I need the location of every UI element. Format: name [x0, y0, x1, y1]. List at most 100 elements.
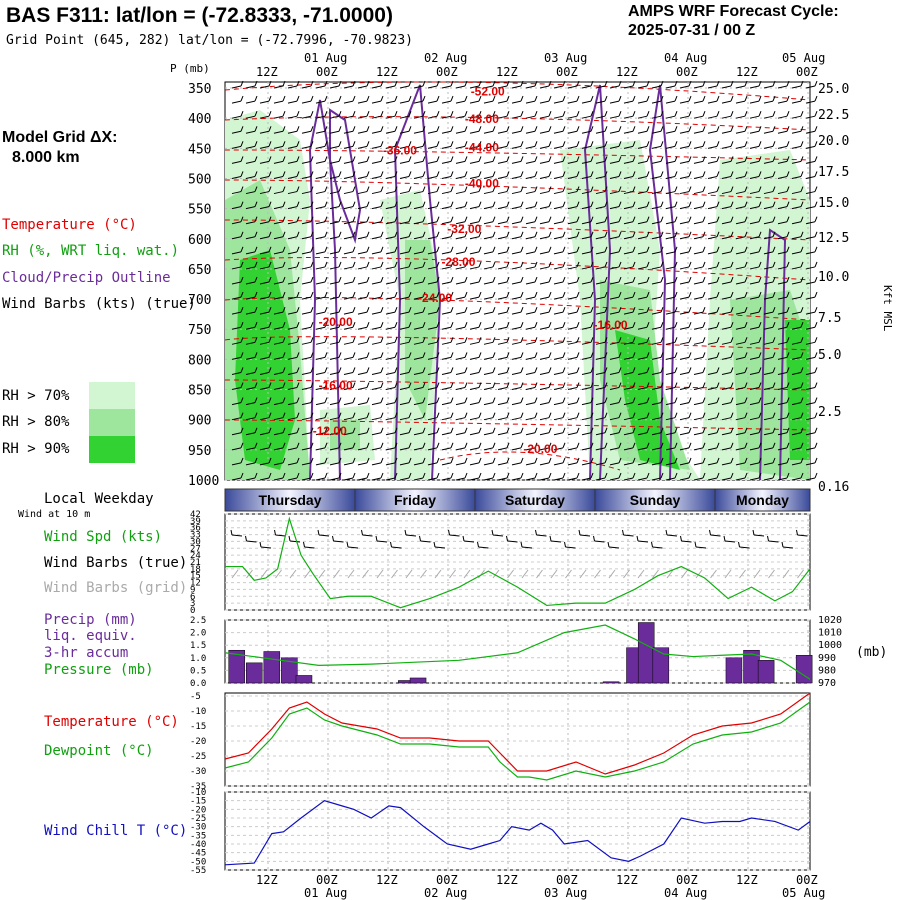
surface-barb-15 — [448, 529, 460, 537]
wind-barb-37 — [749, 80, 762, 89]
wind-barb-763 — [329, 352, 342, 360]
wind-barb-268 — [455, 171, 468, 179]
surface-barb-8 — [346, 541, 359, 549]
weekday-1: Friday — [394, 492, 436, 508]
grid-barb-28 — [637, 569, 645, 579]
wind-barb-198 — [651, 141, 664, 149]
wind-barb-667 — [749, 306, 762, 315]
wind-barb-303 — [357, 186, 370, 195]
wind-barb-566 — [511, 276, 524, 285]
wind-barb-530 — [595, 261, 608, 270]
wind-barb-376 — [791, 201, 804, 210]
wind-barb-1056 — [315, 457, 328, 466]
wind-barb-261 — [357, 171, 370, 179]
wind-barb-892 — [371, 397, 384, 406]
wind-barb-418 — [791, 216, 804, 225]
wind-barb-42 — [231, 95, 244, 104]
wind-barb-282 — [651, 171, 664, 179]
wind-barb-327 — [693, 186, 706, 195]
wind-barb-238 — [623, 156, 636, 164]
wind-barb-184 — [455, 141, 468, 149]
wind-barb-310 — [455, 186, 468, 195]
wind-barb-691 — [497, 322, 510, 330]
wind-barb-203 — [721, 141, 734, 149]
wind-barb-877 — [749, 382, 762, 391]
wind-barb-267 — [441, 171, 454, 179]
wind-barb-193 — [581, 141, 594, 149]
kft-tick-7: 7.5 — [818, 311, 841, 326]
wind-barb-822 — [567, 367, 580, 375]
wind-note: Wind at 10 m — [18, 509, 91, 520]
wind-barb-25 — [581, 80, 594, 89]
wind-barb-863 — [553, 382, 566, 391]
wind-barb-663 — [693, 306, 706, 315]
wind-barb-474 — [399, 246, 412, 255]
wind-barb-405 — [609, 216, 622, 225]
wind-barb-699 — [609, 322, 622, 330]
top-hour-0: 12Z — [256, 65, 278, 79]
wind-barb-93 — [357, 110, 370, 119]
wind-barb-961 — [749, 412, 762, 421]
wind-barb-889 — [329, 397, 342, 406]
wind-barb-661 — [665, 306, 678, 315]
wind-barb-962 — [763, 412, 776, 421]
kft-tick-9: 2.5 — [818, 405, 841, 420]
wind-barb-241 — [665, 156, 678, 164]
wind-barb-1130 — [763, 472, 776, 481]
wind-barb-51 — [357, 95, 370, 104]
wind-barb-347 — [385, 201, 398, 210]
wind-barb-638 — [343, 306, 356, 315]
temperature-label-7: -24.00 — [418, 291, 452, 305]
wind-barb-56 — [427, 95, 440, 104]
wind-barb-245 — [721, 156, 734, 164]
wind-barb-445 — [581, 231, 594, 240]
wind-barb-1032 — [567, 442, 580, 451]
wind-barb-1129 — [749, 472, 762, 481]
wind-barb-240 — [651, 156, 664, 164]
wind-barb-28 — [623, 80, 636, 89]
wind-barb-724 — [371, 337, 384, 345]
wind-barb-923 — [805, 397, 818, 406]
wind-ytick-9: 27 — [190, 544, 201, 554]
wind-barb-529 — [581, 261, 594, 270]
wind-barb-233 — [553, 156, 566, 164]
wind-barb-225 — [441, 156, 454, 164]
grid-barb-31 — [681, 569, 688, 579]
wind-barb-87 — [273, 110, 286, 119]
wind-barb-1118 — [595, 472, 608, 481]
wind-barb-471 — [357, 246, 370, 255]
wind-barb-75 — [693, 95, 706, 104]
wind-barb-477 — [441, 246, 454, 255]
wind-barb-762 — [315, 352, 328, 360]
wind-barb-865 — [581, 382, 594, 391]
surface-barb-32 — [694, 541, 707, 549]
wind-barb-38 — [763, 80, 776, 89]
wind-barb-357 — [525, 201, 538, 210]
wind-barb-1131 — [777, 472, 790, 481]
wind-barb-677 — [301, 322, 314, 330]
wind-barb-314 — [511, 186, 524, 195]
wind-barb-653 — [553, 306, 566, 315]
temperature-label-9: -16.00 — [594, 318, 628, 332]
wind-barb-735 — [525, 337, 538, 345]
grid-barb-20 — [521, 569, 529, 579]
temperature-contour-10 — [439, 451, 621, 471]
wind-barb-873 — [693, 382, 706, 391]
wind-barb-469 — [329, 246, 342, 255]
wind-barb-381 — [273, 216, 286, 225]
wind-barb-985 — [497, 427, 510, 436]
wind-barb-428 — [343, 231, 356, 240]
wind-barb-886 — [287, 397, 300, 406]
wind-barb-45 — [273, 95, 286, 104]
wind-barb-306 — [399, 186, 412, 195]
wind-barb-760 — [287, 352, 300, 360]
wind-barb-151 — [581, 126, 594, 134]
wind-barb-438 — [483, 231, 496, 240]
wind-barb-789 — [693, 352, 706, 360]
wind-barb-104 — [511, 110, 524, 119]
wind-barb-911 — [637, 397, 650, 406]
wind-barb-539 — [721, 261, 734, 270]
wind-barb-1007 — [805, 427, 818, 436]
pressure-tick-7: 700 — [188, 293, 211, 308]
wind-barb-535 — [665, 261, 678, 270]
